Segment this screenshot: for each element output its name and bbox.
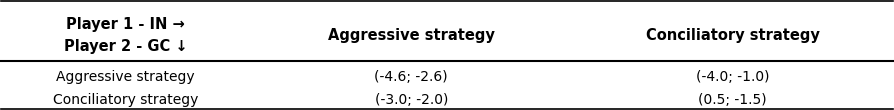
Text: (0.5; -1.5): (0.5; -1.5) bbox=[698, 93, 767, 107]
Text: Player 1 - IN →
Player 2 - GC ↓: Player 1 - IN → Player 2 - GC ↓ bbox=[63, 17, 188, 54]
Text: (-4.0; -1.0): (-4.0; -1.0) bbox=[696, 70, 770, 84]
Text: Conciliatory strategy: Conciliatory strategy bbox=[645, 28, 820, 43]
Text: (-3.0; -2.0): (-3.0; -2.0) bbox=[375, 93, 448, 107]
Text: (-4.6; -2.6): (-4.6; -2.6) bbox=[375, 70, 448, 84]
Text: Aggressive strategy: Aggressive strategy bbox=[56, 70, 195, 84]
Text: Aggressive strategy: Aggressive strategy bbox=[328, 28, 494, 43]
Text: Conciliatory strategy: Conciliatory strategy bbox=[53, 93, 198, 107]
